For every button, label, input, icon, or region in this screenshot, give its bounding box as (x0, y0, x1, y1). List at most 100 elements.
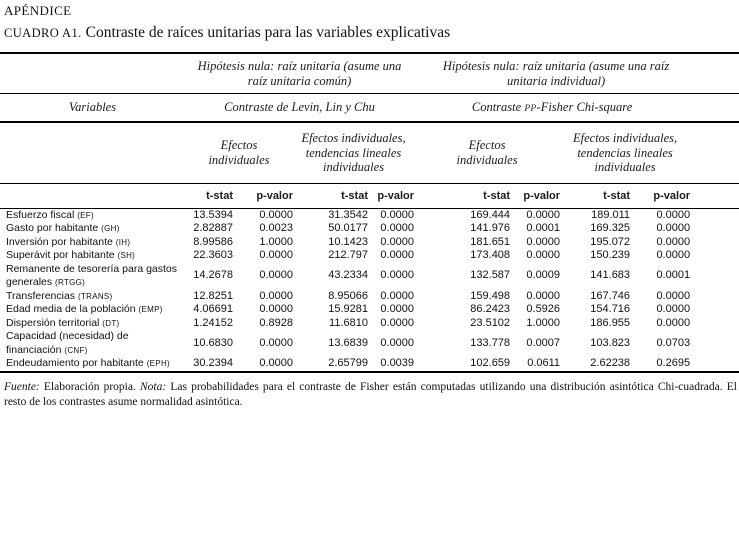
variable-name: Remanente de tesorería para gastos gener… (6, 262, 178, 289)
value-cell: 10.1423 (328, 235, 368, 248)
table-row: Superávit por habitante (SH) 22.3603 0.0… (0, 249, 739, 263)
value-cell: 12.8251 (193, 289, 233, 302)
value-cell: 4.06691 (193, 303, 233, 315)
pvalor-header-1: p-valor (233, 183, 293, 209)
value-cell: 0.5926 (526, 303, 561, 315)
value-cell: 181.651 (470, 235, 511, 248)
variable-name: Inversión por habitante (IH) (6, 235, 131, 248)
value-cell: 212.797 (328, 249, 368, 261)
value-cell: 150.239 (590, 249, 631, 261)
value-cell: 0.0000 (380, 316, 415, 329)
value-cell: 23.5102 (470, 316, 511, 329)
variable-abbr: (GH) (101, 224, 120, 233)
value-cell: 0.0001 (656, 269, 691, 282)
value-cell: 0.0000 (259, 289, 293, 302)
value-cell: 1.0000 (259, 235, 293, 248)
fisher-effects-individual-header: Efectos individuales (414, 122, 561, 184)
value-cell: 154.716 (590, 303, 631, 315)
variable-abbr: (CNF) (64, 345, 88, 355)
value-cell: 141.683 (590, 269, 631, 282)
value-cell: 103.823 (590, 336, 631, 349)
value-cell: 2.62238 (590, 357, 631, 369)
test-header-row: Variables Contraste de Levin, Lin y Chu … (0, 93, 739, 123)
value-cell: 43.2334 (328, 269, 368, 282)
value-cell: 0.0000 (656, 289, 691, 302)
hypothesis-common-header: Hipótesis nula: raíz unitaria (asume una… (185, 53, 415, 94)
tstat-header-4: t-stat (560, 183, 631, 209)
table-footnote: Fuente: Elaboración propia. Nota: Las pr… (0, 380, 739, 410)
variable-abbr: (EPH) (146, 359, 170, 368)
pp-fisher-prefix: Contraste (471, 100, 525, 114)
fuente-text: Elaboración propia. (39, 380, 140, 393)
value-cell: 0.0000 (656, 235, 691, 248)
value-cell: 195.072 (590, 235, 631, 248)
value-cell: 133.778 (470, 336, 511, 349)
table-row: Esfuerzo fiscal (EF) 13.5394 0.0000 31.3… (0, 208, 739, 222)
value-cell: 86.2423 (470, 303, 511, 315)
value-cell: 173.408 (470, 249, 511, 261)
table-caption-label: CUADRO A1. (4, 26, 82, 40)
unit-root-test-table: Hipótesis nula: raíz unitaria (asume una… (0, 52, 739, 373)
value-cell: 0.0000 (259, 269, 293, 282)
nota-label: Nota: (140, 380, 167, 393)
value-cell: 15.9281 (328, 303, 368, 315)
value-cell: 0.0000 (380, 289, 415, 302)
value-cell: 0.0000 (380, 303, 415, 315)
value-cell: 0.0000 (380, 269, 415, 282)
llc-effects-individual-header: Efectos individuales (185, 122, 293, 184)
variable-name: Dispersión territorial (DT) (6, 316, 120, 329)
value-cell: 0.0611 (527, 357, 561, 369)
variable-name: Endeudamiento por habitante (EPH) (6, 357, 170, 369)
value-cell: 0.0000 (656, 303, 691, 315)
value-cell: 0.8928 (259, 316, 293, 329)
tstat-header-3: t-stat (414, 183, 511, 209)
value-cell: 10.6830 (193, 336, 233, 349)
value-cell: 141.976 (470, 222, 511, 234)
value-cell: 8.95066 (328, 289, 368, 302)
table-row: Remanente de tesorería para gastos gener… (0, 263, 739, 290)
value-cell: 169.325 (590, 222, 631, 234)
value-cell: 8.99586 (193, 235, 233, 248)
value-cell: 0.0000 (259, 303, 293, 315)
value-cell: 0.0000 (526, 235, 561, 248)
variable-name: Gasto por habitante (GH) (6, 222, 120, 234)
empty-cell (0, 122, 185, 184)
hypothesis-header-row: Hipótesis nula: raíz unitaria (asume una… (0, 53, 739, 94)
table-row: Edad media de la población (EMP) 4.06691… (0, 303, 739, 317)
fuente-label: Fuente: (4, 380, 40, 393)
value-cell: 132.587 (470, 269, 511, 282)
value-cell: 50.0177 (328, 222, 368, 234)
value-cell: 0.0039 (380, 357, 415, 369)
value-cell: 0.0000 (526, 208, 561, 221)
value-cell: 2.82887 (193, 222, 233, 234)
variable-abbr: (RTGG) (55, 278, 86, 287)
variable-name: Superávit por habitante (SH) (6, 249, 136, 261)
corner-cell (0, 53, 185, 94)
variable-abbr: (SH) (117, 251, 136, 260)
value-cell: 167.746 (590, 289, 631, 302)
fisher-effects-trend-header: Efectos individuales, tendencias lineale… (560, 122, 739, 184)
value-cell: 31.3542 (328, 208, 368, 221)
variable-abbr: (TRANS) (77, 291, 113, 301)
value-cell: 2.65799 (328, 357, 368, 369)
value-cell: 0.0000 (656, 316, 691, 329)
llc-effects-trend-header: Efectos individuales, tendencias lineale… (293, 122, 415, 184)
value-cell: 0.0000 (380, 222, 415, 234)
value-cell: 0.0000 (259, 208, 293, 221)
nota-text: Las probabilidades para el contraste de … (4, 380, 738, 408)
value-cell: 0.0000 (380, 336, 415, 349)
table-row: Inversión por habitante (IH) 8.99586 1.0… (0, 236, 739, 250)
pp-fisher-header: Contraste PP-Fisher Chi-square (414, 93, 739, 123)
value-cell: 186.955 (590, 316, 631, 329)
tstat-header-2: t-stat (293, 183, 368, 209)
pp-fisher-smallcaps: PP (524, 104, 537, 114)
pp-fisher-suffix: -Fisher Chi-square (536, 100, 633, 114)
pvalor-header-2: p-valor (368, 183, 415, 209)
levin-lin-chu-header: Contraste de Levin, Lin y Chu (185, 93, 415, 123)
value-cell: 0.0000 (526, 289, 561, 302)
pvalor-header-4: p-valor (630, 183, 739, 209)
value-cell: 0.2695 (656, 357, 691, 369)
variable-name: Esfuerzo fiscal (EF) (6, 208, 94, 221)
empty-cell (0, 183, 185, 209)
value-cell: 0.0000 (656, 222, 691, 234)
